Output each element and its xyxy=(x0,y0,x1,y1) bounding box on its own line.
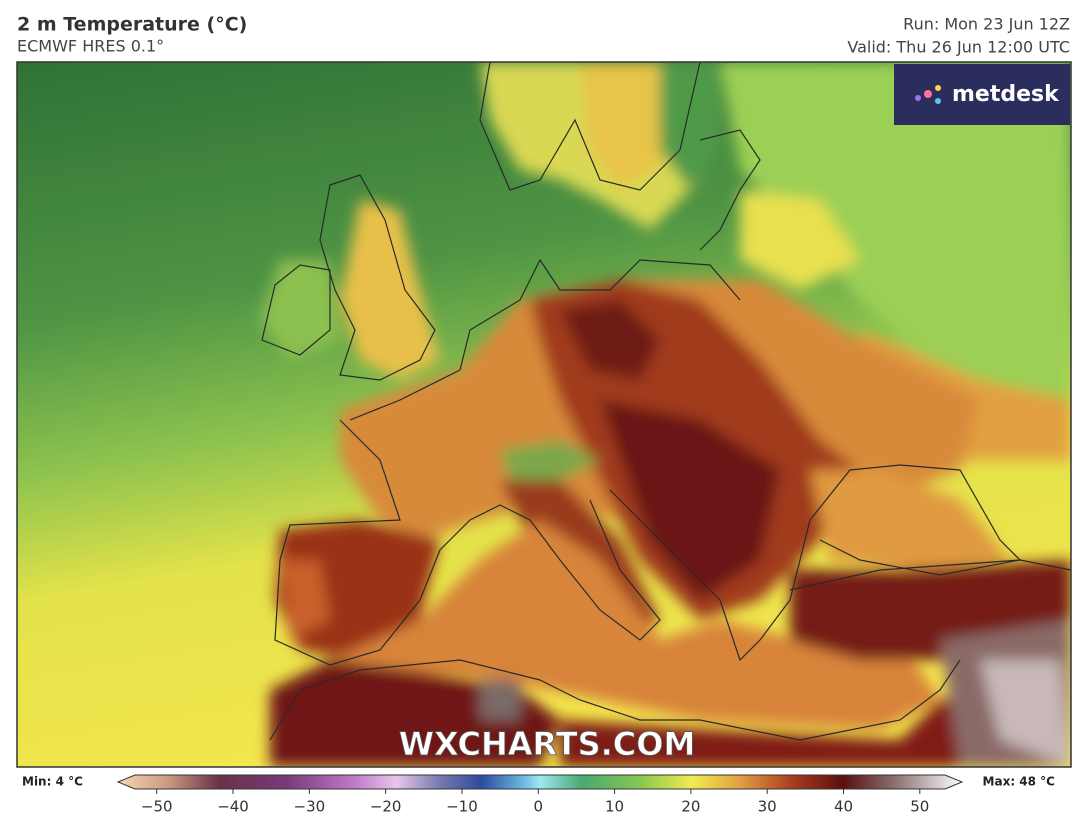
title: 2 m Temperature (°C) xyxy=(17,14,247,36)
logo-mark xyxy=(915,95,921,101)
temperature-map xyxy=(17,62,1071,767)
colorbar-tick-label: 30 xyxy=(758,798,777,816)
logo-mark xyxy=(935,85,941,91)
colorbar-tick-label: −30 xyxy=(294,798,326,816)
max-label: Max: 48 °C xyxy=(983,775,1056,789)
land-field xyxy=(260,62,1071,767)
subtitle: ECMWF HRES 0.1° xyxy=(17,37,164,56)
colorbar-tick-label: 50 xyxy=(910,798,929,816)
colorbar: Min: 4 °C Max: 48 °C xyxy=(22,774,1056,790)
colorbar-tick-label: 10 xyxy=(605,798,624,816)
logo-text: metdesk xyxy=(952,82,1060,107)
colorbar-tick-label: −50 xyxy=(141,798,173,816)
min-label: Min: 4 °C xyxy=(22,775,83,789)
colorbar-tick-label: −20 xyxy=(370,798,402,816)
logo-box xyxy=(894,64,1070,125)
colorbar-tick-label: −40 xyxy=(217,798,249,816)
colorbar-ramp xyxy=(116,774,964,790)
map-frame xyxy=(16,61,1072,768)
watermark: WXCHARTS.COM xyxy=(399,725,696,763)
run-time: Run: Mon 23 Jun 12Z xyxy=(903,15,1070,34)
logo-mark xyxy=(924,90,932,98)
valid-time: Valid: Thu 26 Jun 12:00 UTC xyxy=(847,38,1070,57)
coastlines xyxy=(261,62,1071,741)
colorbar-tick-label: 40 xyxy=(834,798,853,816)
colorbar-tick-label: −10 xyxy=(446,798,478,816)
colorbar-tick-label: 0 xyxy=(533,798,543,816)
logo-mark xyxy=(935,98,941,104)
colorbar-tick-label: 20 xyxy=(681,798,700,816)
logo: metdesk xyxy=(894,64,1070,125)
